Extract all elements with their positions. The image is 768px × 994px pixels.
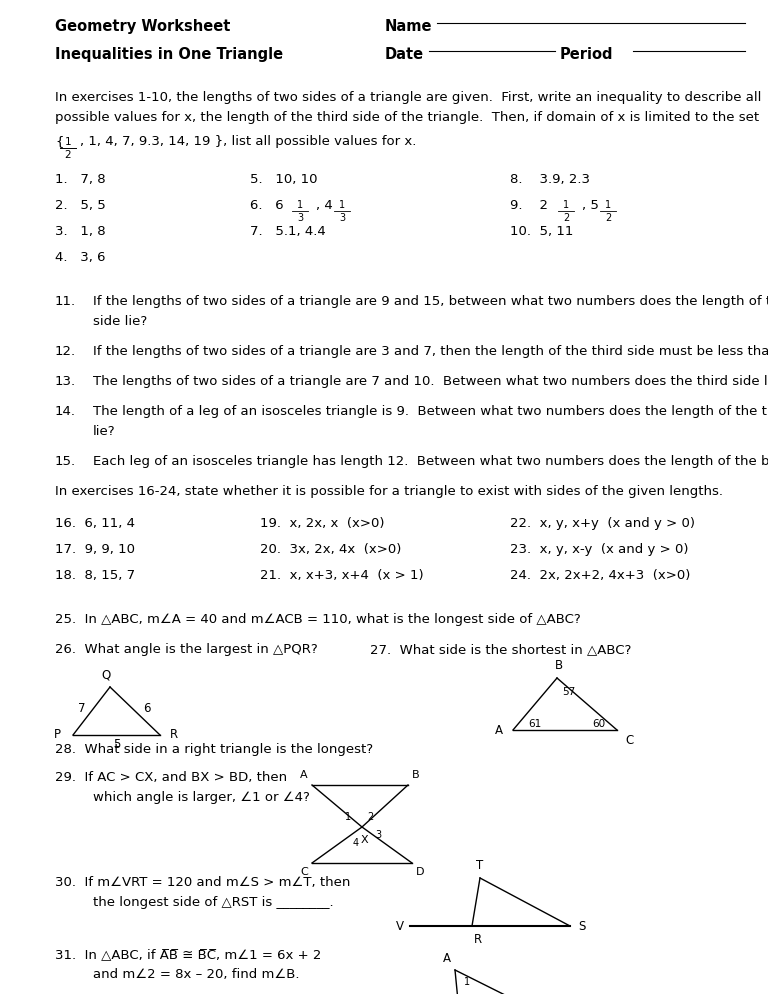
Text: 1: 1 [65,137,71,147]
Text: 7: 7 [78,703,85,716]
Text: If the lengths of two sides of a triangle are 3 and 7, then the length of the th: If the lengths of two sides of a triangl… [93,345,768,358]
Text: B: B [555,659,563,672]
Text: The lengths of two sides of a triangle are 7 and 10.  Between what two numbers d: The lengths of two sides of a triangle a… [93,375,768,388]
Text: 6.   6: 6. 6 [250,199,283,212]
Text: C: C [625,734,634,747]
Text: and m∠2 = 8x – 20, find m∠B.: and m∠2 = 8x – 20, find m∠B. [93,968,300,981]
Text: 14.: 14. [55,405,76,418]
Text: D: D [415,867,424,877]
Text: 23.  x, y, x-y  (x and y > 0): 23. x, y, x-y (x and y > 0) [510,543,688,556]
Text: 1: 1 [297,200,303,210]
Text: 1.   7, 8: 1. 7, 8 [55,173,106,186]
Text: 3: 3 [297,213,303,223]
Text: , 5: , 5 [582,199,599,212]
Text: 15.: 15. [55,455,76,468]
Text: which angle is larger, ∠1 or ∠4?: which angle is larger, ∠1 or ∠4? [93,791,310,804]
Text: possible values for x, the length of the third side of the triangle.  Then, if d: possible values for x, the length of the… [55,111,759,124]
Text: T: T [476,859,484,872]
Text: 27.  What side is the shortest in △ABC?: 27. What side is the shortest in △ABC? [370,643,631,656]
Text: Geometry Worksheet: Geometry Worksheet [55,19,230,34]
Text: 1: 1 [563,200,569,210]
Text: 2: 2 [367,812,373,822]
Text: B: B [412,770,420,780]
Text: 30.  If m∠VRT = 120 and m∠S > m∠T, then: 30. If m∠VRT = 120 and m∠S > m∠T, then [55,876,350,889]
Text: V: V [396,919,404,932]
Text: 1: 1 [339,200,345,210]
Text: Period: Period [560,47,614,62]
Text: 1: 1 [605,200,611,210]
Text: side lie?: side lie? [93,315,147,328]
Text: 2.   5, 5: 2. 5, 5 [55,199,106,212]
Text: 10.  5, 11: 10. 5, 11 [510,225,574,238]
Text: 31.  In △ABC, if A̅B̅ ≅ B̅C̅, m∠1 = 6x + 2: 31. In △ABC, if A̅B̅ ≅ B̅C̅, m∠1 = 6x + … [55,948,321,961]
Text: , 4: , 4 [316,199,333,212]
Text: 18.  8, 15, 7: 18. 8, 15, 7 [55,569,135,582]
Text: 1: 1 [345,812,351,822]
Text: In exercises 16-24, state whether it is possible for a triangle to exist with si: In exercises 16-24, state whether it is … [55,485,723,498]
Text: 7.   5.1, 4.4: 7. 5.1, 4.4 [250,225,326,238]
Text: Q: Q [101,668,111,681]
Text: 26.  What angle is the largest in △PQR?: 26. What angle is the largest in △PQR? [55,643,318,656]
Text: 19.  x, 2x, x  (x>0): 19. x, 2x, x (x>0) [260,517,385,530]
Text: Each leg of an isosceles triangle has length 12.  Between what two numbers does : Each leg of an isosceles triangle has le… [93,455,768,468]
Text: R: R [474,933,482,946]
Text: 2: 2 [65,150,71,160]
Text: X: X [360,835,368,845]
Text: , 1, 4, 7, 9.3, 14, 19 }, list all possible values for x.: , 1, 4, 7, 9.3, 14, 19 }, list all possi… [80,135,416,148]
Text: Date: Date [385,47,424,62]
Text: 9.    2: 9. 2 [510,199,548,212]
Text: 17.  9, 9, 10: 17. 9, 9, 10 [55,543,135,556]
Text: 28.  What side in a right triangle is the longest?: 28. What side in a right triangle is the… [55,743,373,756]
Text: S: S [578,919,585,932]
Text: 6: 6 [144,703,151,716]
Text: 22.  x, y, x+y  (x and y > 0): 22. x, y, x+y (x and y > 0) [510,517,695,530]
Text: 16.  6, 11, 4: 16. 6, 11, 4 [55,517,135,530]
Text: 3: 3 [375,830,381,840]
Text: 1: 1 [464,977,470,987]
Text: 20.  3x, 2x, 4x  (x>0): 20. 3x, 2x, 4x (x>0) [260,543,402,556]
Text: 3: 3 [339,213,345,223]
Text: 5: 5 [113,739,120,751]
Text: 11.: 11. [55,295,76,308]
Text: 4: 4 [353,838,359,848]
Text: 4.   3, 6: 4. 3, 6 [55,251,105,264]
Text: R: R [170,729,178,742]
Text: C: C [300,867,308,877]
Text: The length of a leg of an isosceles triangle is 9.  Between what two numbers doe: The length of a leg of an isosceles tria… [93,405,768,418]
Text: A: A [300,770,308,780]
Text: 57: 57 [562,687,576,697]
Text: 2: 2 [563,213,569,223]
Text: In exercises 1-10, the lengths of two sides of a triangle are given.  First, wri: In exercises 1-10, the lengths of two si… [55,91,761,104]
Text: 29.  If AC > CX, and BX > BD, then: 29. If AC > CX, and BX > BD, then [55,771,287,784]
Text: A: A [495,724,503,737]
Text: 24.  2x, 2x+2, 4x+3  (x>0): 24. 2x, 2x+2, 4x+3 (x>0) [510,569,690,582]
Text: 61: 61 [528,719,541,729]
Text: A: A [443,952,451,965]
Text: 12.: 12. [55,345,76,358]
Text: 13.: 13. [55,375,76,388]
Text: 3.   1, 8: 3. 1, 8 [55,225,106,238]
Text: If the lengths of two sides of a triangle are 9 and 15, between what two numbers: If the lengths of two sides of a triangl… [93,295,768,308]
Text: 21.  x, x+3, x+4  (x > 1): 21. x, x+3, x+4 (x > 1) [260,569,424,582]
Text: P: P [54,729,61,742]
Text: lie?: lie? [93,425,116,438]
Text: 60: 60 [592,719,605,729]
Text: Name: Name [385,19,432,34]
Text: 2: 2 [605,213,611,223]
Text: the longest side of △RST is ________.: the longest side of △RST is ________. [93,896,333,909]
Text: Inequalities in One Triangle: Inequalities in One Triangle [55,47,283,62]
Text: 8.    3.9, 2.3: 8. 3.9, 2.3 [510,173,590,186]
Text: 5.   10, 10: 5. 10, 10 [250,173,317,186]
Text: 25.  In △ABC, m∠A = 40 and m∠ACB = 110, what is the longest side of △ABC?: 25. In △ABC, m∠A = 40 and m∠ACB = 110, w… [55,613,581,626]
Text: {: { [55,135,64,148]
